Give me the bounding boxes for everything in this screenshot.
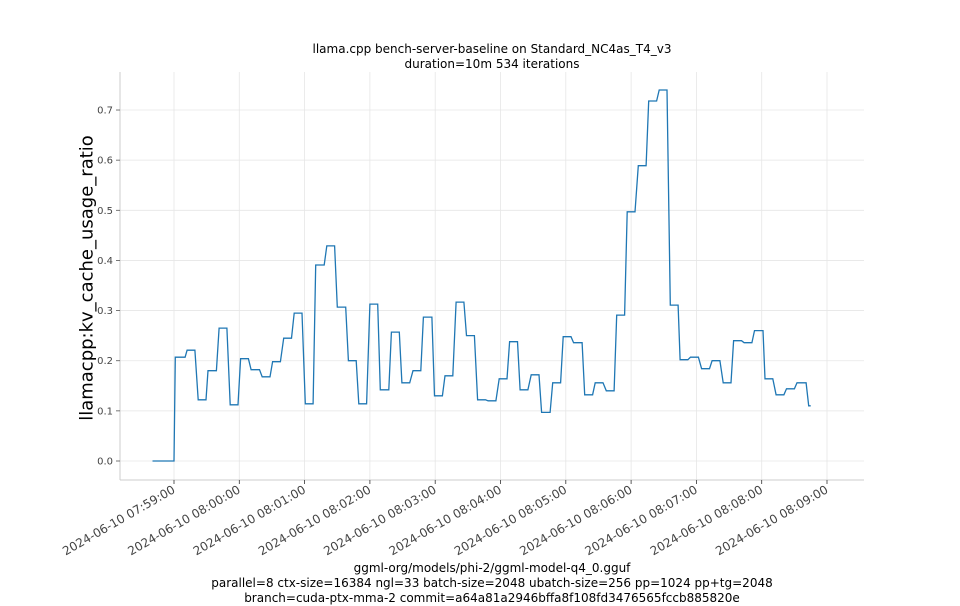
x-tick-label: 2024-06-10 08:03:00: [321, 482, 438, 558]
y-tick-label: 0.5: [97, 206, 113, 217]
y-tick-label: 0.1: [97, 406, 113, 417]
x-tick-label: 2024-06-10 08:08:00: [648, 482, 765, 558]
chart-title-line: llama.cpp bench-server-baseline on Stand…: [312, 42, 672, 56]
x-tick-label: 2024-06-10 08:00:00: [125, 482, 242, 558]
x-tick-label: 2024-06-10 08:02:00: [256, 482, 373, 558]
chart-title: llama.cpp bench-server-baseline on Stand…: [0, 42, 960, 72]
y-tick-label: 0.7: [97, 106, 113, 117]
x-axis-label-line-params: parallel=8 ctx-size=16384 ngl=33 batch-s…: [211, 576, 773, 590]
x-axis-label: ggml-org/models/phi-2/ggml-model-q4_0.gg…: [0, 561, 960, 606]
x-axis-label-line-branch: branch=cuda-ptx-mma-2 commit=a64a81a2946…: [244, 591, 740, 605]
x-tick-label: 2024-06-10 08:04:00: [387, 482, 504, 558]
x-tick-label: 2024-06-10 08:01:00: [191, 482, 308, 558]
x-axis-label-line-model: ggml-org/models/phi-2/ggml-model-q4_0.gg…: [353, 561, 631, 575]
y-tick-label: 0.4: [97, 256, 113, 267]
x-tick-label: 2024-06-10 08:06:00: [517, 482, 634, 558]
y-tick-label: 0.3: [97, 306, 113, 317]
x-tick-label: 2024-06-10 08:05:00: [452, 482, 569, 558]
data-line: [152, 89, 811, 462]
y-tick-label: 0.2: [97, 356, 113, 367]
x-tick-label: 2024-06-10 08:07:00: [583, 482, 700, 558]
y-tick-label: 0.0: [97, 457, 113, 468]
x-tick-label: 2024-06-10 07:59:00: [60, 482, 177, 558]
grid-lines: [120, 72, 864, 480]
chart-subtitle-line: duration=10m 534 iterations: [404, 57, 580, 71]
y-tick-label: 0.6: [97, 156, 113, 167]
axes: [119, 72, 864, 481]
x-tick-label: 2024-06-10 08:09:00: [713, 482, 830, 558]
y-axis-ticks: 0.0 0.1 0.2 0.3 0.4 0.5 0.6 0.7: [97, 106, 120, 468]
